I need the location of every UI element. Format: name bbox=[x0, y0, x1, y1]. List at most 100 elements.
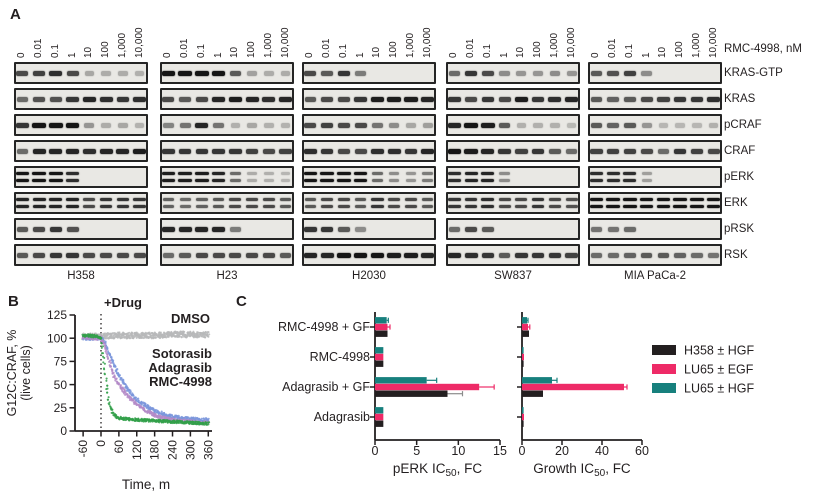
protein-band bbox=[549, 148, 561, 154]
protein-band bbox=[354, 122, 367, 128]
protein-band bbox=[464, 122, 478, 128]
protein-band bbox=[690, 197, 704, 202]
protein-band bbox=[212, 178, 226, 183]
blot-pcraf-h23 bbox=[160, 114, 294, 136]
protein-band bbox=[212, 226, 226, 232]
dose-label: 1,000 bbox=[404, 32, 416, 58]
protein-band bbox=[404, 148, 418, 154]
blot-erk-h2030 bbox=[302, 192, 436, 214]
protein-band bbox=[49, 122, 63, 128]
protein-band bbox=[355, 226, 366, 232]
protein-band bbox=[196, 204, 208, 209]
protein-band bbox=[100, 252, 113, 258]
cell-line-label: MIA PaCa-2 bbox=[624, 270, 686, 282]
protein-band bbox=[195, 148, 209, 154]
legend-label: LU65 ± HGF bbox=[684, 382, 754, 396]
protein-band bbox=[624, 122, 636, 128]
protein-band bbox=[66, 70, 79, 76]
bar bbox=[375, 420, 384, 427]
dose-label: 10 bbox=[515, 46, 527, 58]
protein-band bbox=[179, 252, 191, 258]
bar bbox=[375, 317, 387, 324]
dose-label: 10 bbox=[371, 46, 383, 58]
protein-band bbox=[404, 252, 418, 258]
protein-band bbox=[163, 122, 174, 128]
blot-kras-gtp-h23 bbox=[160, 62, 294, 84]
protein-band bbox=[421, 148, 435, 154]
x-tick-label: 5 bbox=[413, 444, 420, 458]
dose-label: 10,000 bbox=[707, 27, 719, 58]
protein-band bbox=[607, 70, 620, 76]
protein-band bbox=[279, 204, 292, 209]
legend-label: H358 ± HGF bbox=[684, 344, 754, 358]
protein-band bbox=[49, 204, 63, 209]
protein-band bbox=[464, 252, 478, 258]
protein-band bbox=[657, 148, 669, 154]
protein-band bbox=[245, 96, 259, 102]
bar bbox=[522, 420, 524, 427]
protein-band bbox=[422, 178, 434, 183]
protein-band bbox=[178, 178, 192, 183]
blot-erk-mia-paca-2 bbox=[588, 192, 722, 214]
blot-rsk-mia-paca-2 bbox=[588, 244, 722, 266]
dose-label: 1 bbox=[212, 52, 224, 58]
panel-a-label: A bbox=[10, 6, 21, 23]
protein-band bbox=[498, 148, 511, 154]
protein-band bbox=[337, 148, 350, 154]
protein-band bbox=[707, 148, 720, 154]
blot-kras-gtp-h358 bbox=[14, 62, 148, 84]
blot-column-mia-paca-2: 0 0.01 0.1 1 10 100 1,000 10,000 MIA PaCa-2 bbox=[588, 10, 722, 288]
protein-band bbox=[708, 252, 720, 258]
blot-pcraf-sw837 bbox=[446, 114, 580, 136]
protein-band bbox=[370, 148, 384, 154]
protein-band bbox=[422, 122, 433, 128]
protein-band bbox=[674, 252, 686, 258]
blot-kras-gtp-mia-paca-2 bbox=[588, 62, 722, 84]
protein-band bbox=[388, 178, 400, 183]
protein-band bbox=[548, 96, 562, 102]
protein-band bbox=[447, 122, 461, 128]
protein-band bbox=[33, 226, 46, 232]
x-tick-label: 180 bbox=[148, 440, 162, 460]
protein-band bbox=[320, 252, 334, 258]
protein-band bbox=[195, 178, 209, 183]
protein-band bbox=[195, 122, 209, 128]
protein-band bbox=[589, 171, 603, 176]
protein-band bbox=[116, 197, 130, 202]
protein-band bbox=[195, 226, 209, 232]
protein-band bbox=[337, 96, 350, 102]
dose-label: 100 bbox=[674, 41, 686, 58]
protein-band bbox=[566, 70, 577, 76]
y-tick-label: 100 bbox=[47, 331, 67, 345]
protein-band bbox=[548, 252, 562, 258]
protein-band bbox=[531, 197, 545, 202]
protein-band bbox=[531, 204, 545, 209]
blot-row-label-pcraf: pCRAF bbox=[724, 119, 762, 131]
protein-band bbox=[195, 171, 209, 176]
protein-band bbox=[246, 197, 259, 202]
protein-band bbox=[195, 252, 208, 258]
protein-band bbox=[404, 204, 417, 209]
protein-band bbox=[99, 204, 113, 209]
protein-band bbox=[247, 171, 257, 176]
bar bbox=[375, 347, 384, 354]
protein-band bbox=[481, 122, 495, 128]
protein-band bbox=[499, 178, 510, 183]
protein-band bbox=[178, 148, 192, 154]
dose-label: 0.01 bbox=[321, 38, 333, 58]
protein-band bbox=[498, 197, 511, 202]
blot-pcraf-mia-paca-2 bbox=[588, 114, 722, 136]
blot-kras-h2030 bbox=[302, 88, 436, 110]
x-axis-label: Growth IC50, FC bbox=[533, 461, 631, 479]
protein-band bbox=[515, 204, 528, 209]
dose-label: 0 bbox=[162, 52, 174, 58]
bar bbox=[522, 407, 524, 414]
protein-band bbox=[84, 70, 95, 76]
protein-band bbox=[623, 204, 637, 209]
protein-band bbox=[354, 148, 367, 154]
protein-band bbox=[516, 122, 527, 128]
protein-band bbox=[481, 252, 495, 258]
drug-annotation: +Drug bbox=[104, 295, 142, 310]
blot-perk-h23 bbox=[160, 166, 294, 188]
